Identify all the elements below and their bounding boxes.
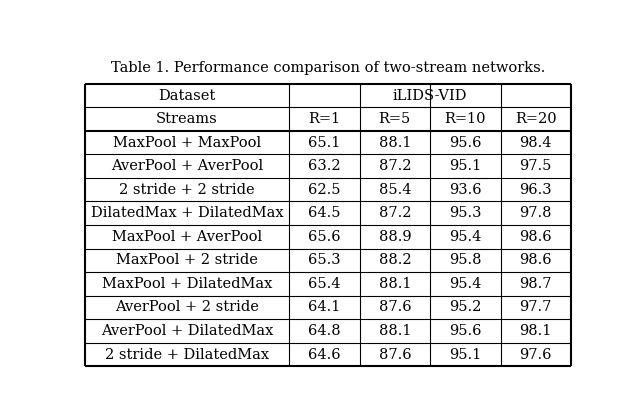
Text: 95.8: 95.8	[449, 254, 481, 267]
Text: 98.1: 98.1	[520, 324, 552, 338]
Text: 87.2: 87.2	[379, 159, 411, 173]
Text: 95.1: 95.1	[449, 347, 481, 362]
Text: 97.6: 97.6	[520, 347, 552, 362]
Text: 95.6: 95.6	[449, 324, 481, 338]
Text: 97.8: 97.8	[520, 206, 552, 220]
Text: 88.1: 88.1	[379, 277, 411, 291]
Text: AverPool + 2 stride: AverPool + 2 stride	[115, 300, 259, 314]
Text: 87.6: 87.6	[378, 300, 411, 314]
Text: 64.5: 64.5	[308, 206, 340, 220]
Text: 95.4: 95.4	[449, 277, 481, 291]
Text: 98.6: 98.6	[520, 254, 552, 267]
Text: 64.6: 64.6	[308, 347, 340, 362]
Text: AverPool + DilatedMax: AverPool + DilatedMax	[101, 324, 273, 338]
Text: R=1: R=1	[308, 112, 340, 126]
Text: 65.3: 65.3	[308, 254, 340, 267]
Text: 2 stride + 2 stride: 2 stride + 2 stride	[119, 183, 255, 197]
Text: 95.1: 95.1	[449, 159, 481, 173]
Text: 95.3: 95.3	[449, 206, 481, 220]
Text: 98.7: 98.7	[520, 277, 552, 291]
Text: 95.4: 95.4	[449, 230, 481, 244]
Text: 98.6: 98.6	[520, 230, 552, 244]
Text: iLIDS-VID: iLIDS-VID	[393, 88, 467, 103]
Text: 63.2: 63.2	[308, 159, 340, 173]
Text: MaxPool + AverPool: MaxPool + AverPool	[112, 230, 262, 244]
Text: 88.9: 88.9	[378, 230, 411, 244]
Text: Table 1. Performance comparison of two-stream networks.: Table 1. Performance comparison of two-s…	[111, 61, 545, 75]
Text: Dataset: Dataset	[159, 88, 216, 103]
Text: 2 stride + DilatedMax: 2 stride + DilatedMax	[105, 347, 269, 362]
Text: DilatedMax + DilatedMax: DilatedMax + DilatedMax	[91, 206, 284, 220]
Text: 87.2: 87.2	[379, 206, 411, 220]
Text: 97.5: 97.5	[520, 159, 552, 173]
Text: 65.4: 65.4	[308, 277, 340, 291]
Text: MaxPool + DilatedMax: MaxPool + DilatedMax	[102, 277, 272, 291]
Text: 96.3: 96.3	[520, 183, 552, 197]
Text: R=5: R=5	[379, 112, 411, 126]
Text: 87.6: 87.6	[378, 347, 411, 362]
Text: AverPool + AverPool: AverPool + AverPool	[111, 159, 263, 173]
Text: 65.6: 65.6	[308, 230, 340, 244]
Text: 88.1: 88.1	[379, 324, 411, 338]
Text: 95.6: 95.6	[449, 136, 481, 150]
Text: 98.4: 98.4	[520, 136, 552, 150]
Text: MaxPool + 2 stride: MaxPool + 2 stride	[116, 254, 258, 267]
Text: 64.8: 64.8	[308, 324, 340, 338]
Text: 62.5: 62.5	[308, 183, 340, 197]
Text: 93.6: 93.6	[449, 183, 482, 197]
Text: MaxPool + MaxPool: MaxPool + MaxPool	[113, 136, 261, 150]
Text: 85.4: 85.4	[379, 183, 411, 197]
Text: R=20: R=20	[515, 112, 557, 126]
Text: Streams: Streams	[156, 112, 218, 126]
Text: 88.1: 88.1	[379, 136, 411, 150]
Text: 88.2: 88.2	[378, 254, 411, 267]
Text: R=10: R=10	[445, 112, 486, 126]
Text: 97.7: 97.7	[520, 300, 552, 314]
Text: 64.1: 64.1	[308, 300, 340, 314]
Text: 95.2: 95.2	[449, 300, 481, 314]
Text: 65.1: 65.1	[308, 136, 340, 150]
